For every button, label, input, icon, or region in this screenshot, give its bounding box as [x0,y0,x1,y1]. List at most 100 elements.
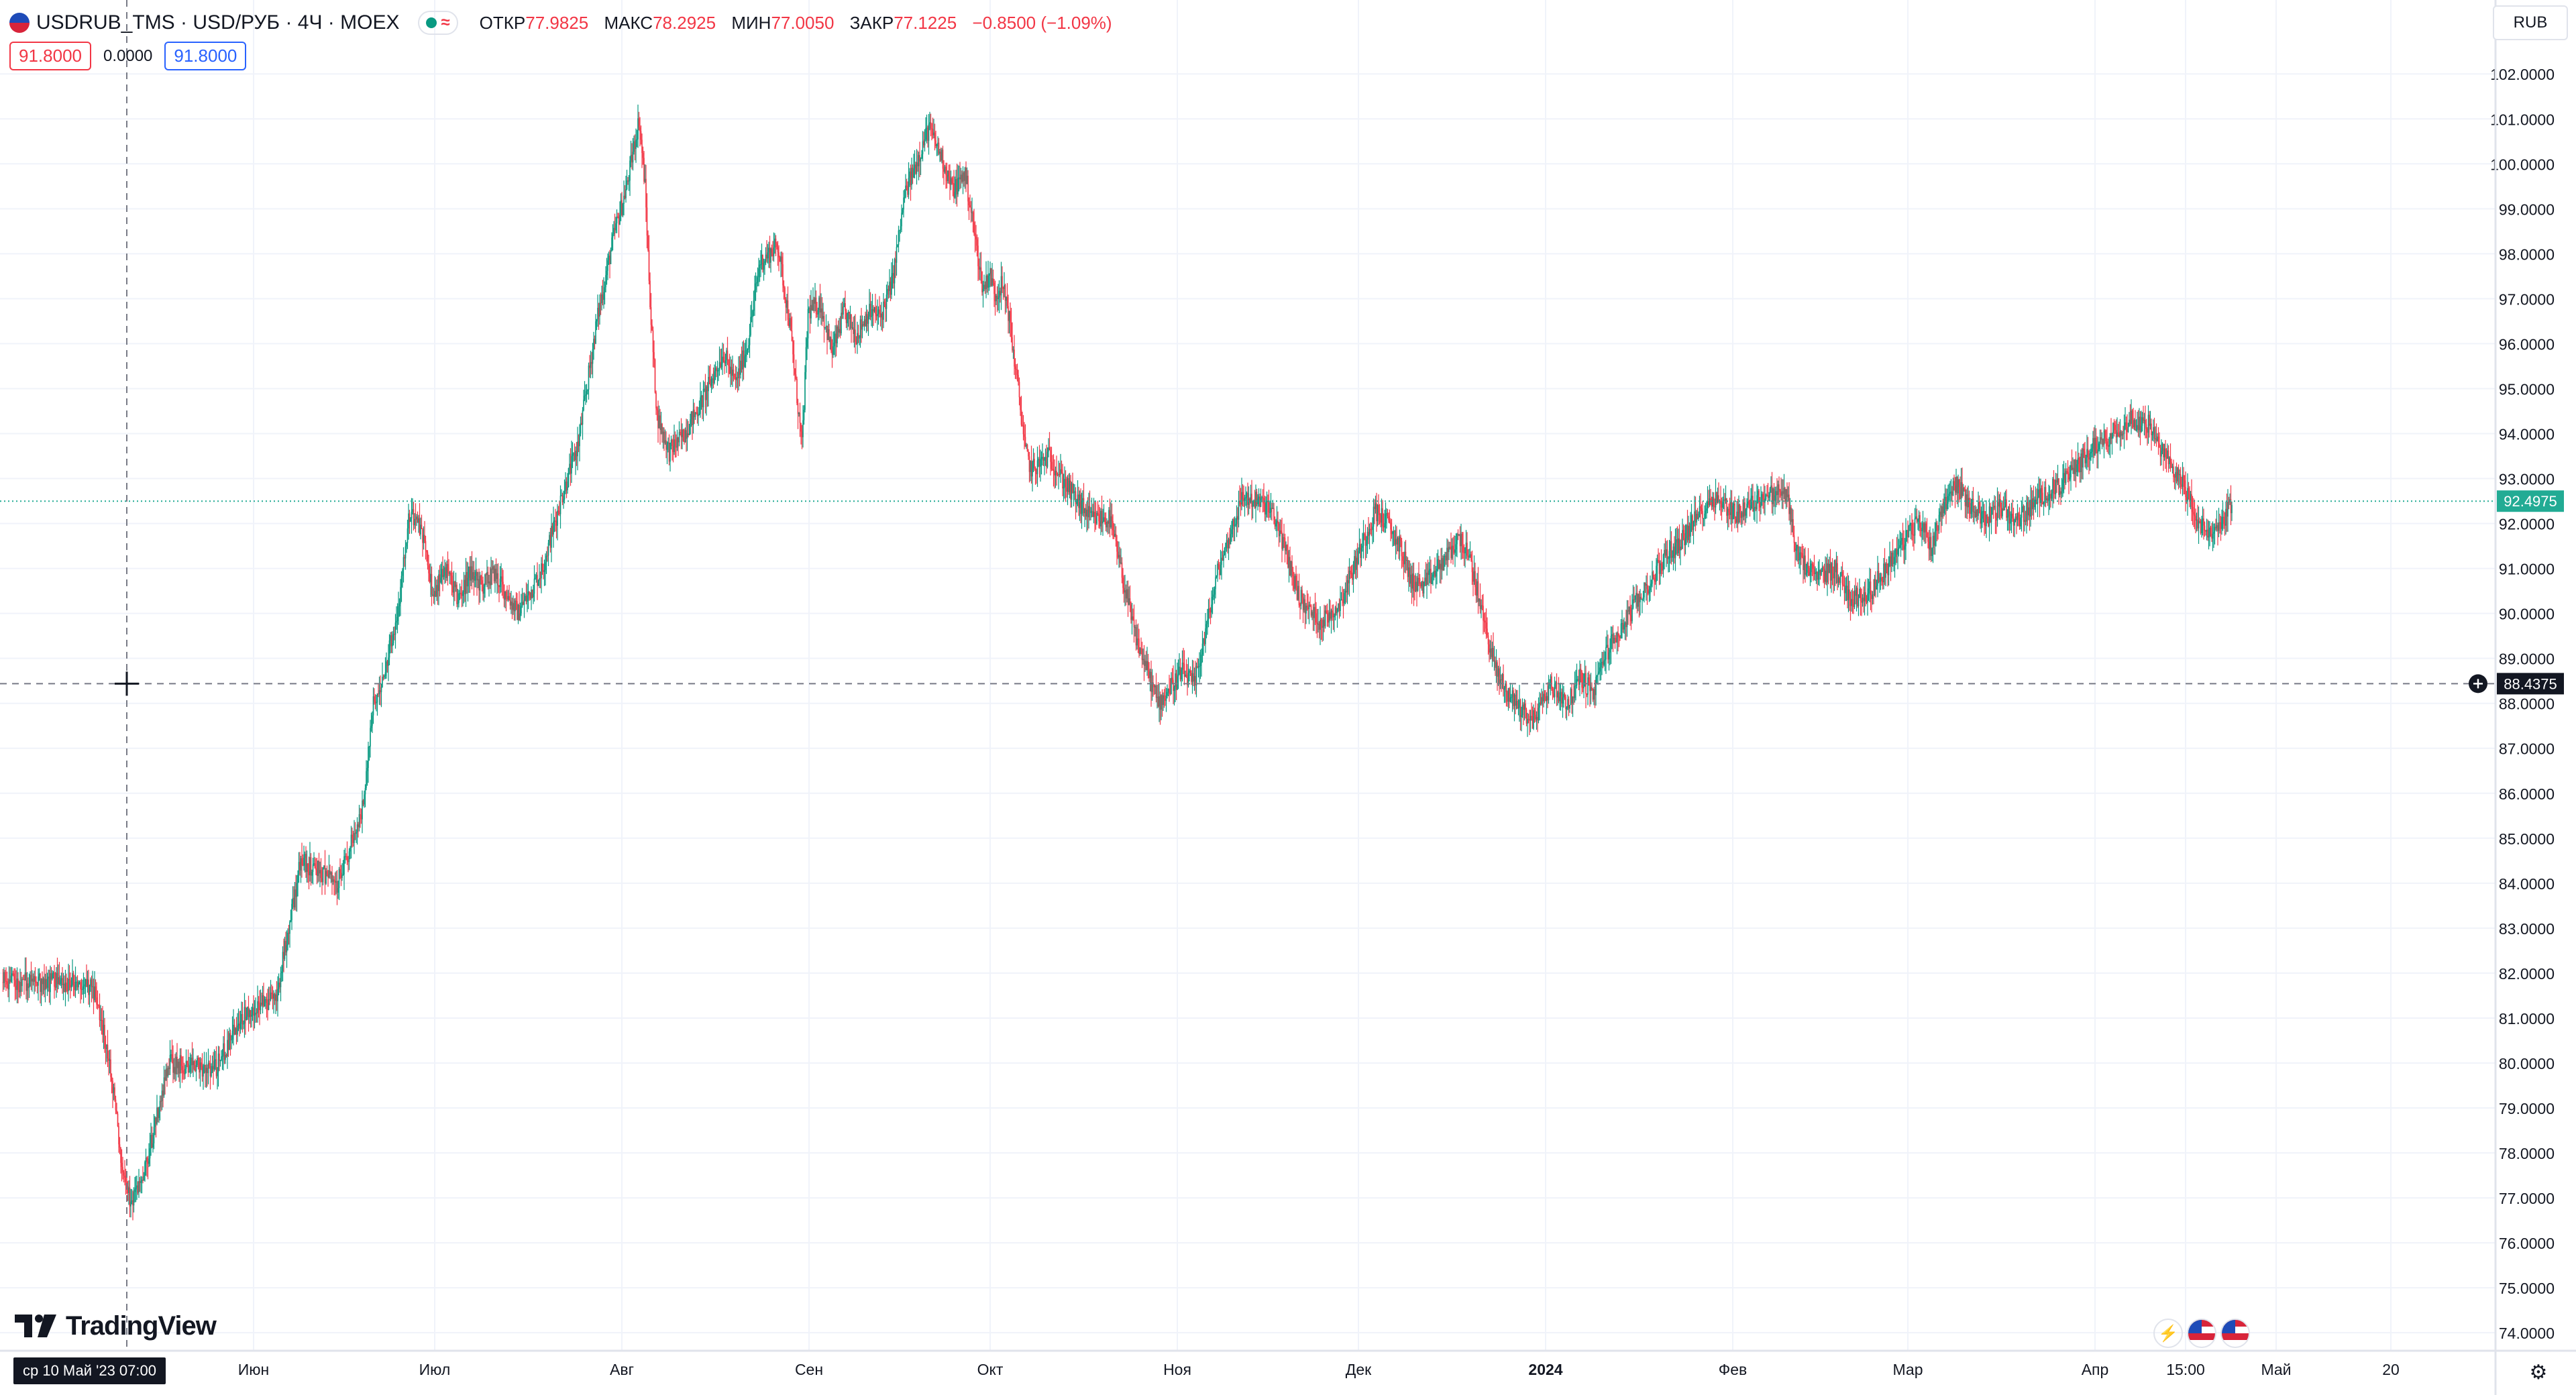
candle-body [1316,613,1317,623]
candle-body [239,1023,240,1029]
candle-body [1460,533,1462,547]
candle-body [1600,663,1602,668]
candle-body [189,1065,191,1072]
candle-body [441,569,443,578]
candle-body [2047,498,2049,501]
candle-body [113,1087,115,1093]
sell-button[interactable]: 91.8000 [9,42,91,70]
candle-body [106,1044,107,1050]
candle-body [95,986,97,998]
candle-body [283,952,284,959]
candle-body [1141,649,1143,661]
candle-body [859,319,861,338]
candle-body [2111,433,2113,439]
candle-body [1941,506,1943,517]
candle-body [272,993,274,999]
candle-body [253,1007,254,1016]
candle-body [1775,491,1777,496]
candle-body [410,518,411,522]
candle-body [867,316,869,324]
candle-body [1328,612,1330,623]
settings-gear-icon[interactable]: ⚙ [2529,1361,2548,1384]
candle-body [1865,592,1866,602]
candle-body [2214,526,2216,533]
candle-body [146,1158,148,1162]
candle-body [1556,682,1558,698]
us-flag-icon[interactable] [2187,1319,2216,1348]
candle-body [2012,516,2015,526]
candle-body [743,350,745,367]
candle-body [861,324,863,330]
candle-body [250,1009,252,1017]
candle-body [1143,659,1145,666]
candle-body [1662,565,1663,571]
candle-body [1940,511,1942,517]
market-status-pill[interactable]: ≈ [418,11,458,35]
candle-body [1208,608,1210,620]
candle-body [1405,551,1407,561]
candle-body [2017,513,2019,520]
chart-grid [0,0,2496,1351]
y-tick-label: 100.0000 [2490,156,2555,173]
candle-body [2190,494,2192,502]
candle-body [1282,537,1284,549]
candle-body [1690,523,1691,537]
candle-body [1220,565,1222,575]
candle-body [2043,502,2045,505]
candle-body [2149,423,2151,426]
candle-body [1316,622,1318,624]
candle-body [1523,704,1524,710]
candle-body [368,746,369,768]
candle-body [296,883,298,897]
candle-body [1783,488,1785,494]
currency-button[interactable]: RUB [2493,5,2568,40]
candle-body [1942,506,1944,514]
candle-body [350,847,351,852]
candle-body [1456,533,1458,545]
ohlc-high-value: 78.2925 [653,12,716,33]
candle-body [720,361,721,368]
candle-body [811,304,813,311]
candle-body [2000,499,2001,508]
candle-body [48,976,50,993]
buy-button[interactable]: 91.8000 [164,42,247,70]
candle-body [1167,688,1169,692]
candle-body [1030,461,1032,477]
candle-body [678,437,679,443]
candle-body [1893,563,1894,564]
flash-icon[interactable]: ⚡ [2153,1319,2183,1348]
candle-body [911,168,912,185]
candle-body [1461,533,1463,547]
symbol-legend[interactable]: USDRUB_TMS · USD/РУБ · 4Ч · MOEX ≈ ОТКР7… [9,7,1123,39]
candle-body [1438,559,1440,569]
candle-body [716,368,717,371]
candle-body [483,587,485,594]
candle-body [1032,462,1033,477]
candle-body [360,815,362,820]
y-tick-label: 102.0000 [2490,66,2555,83]
candle-body [1564,693,1566,697]
candle-body [941,150,943,161]
candle-body [1535,714,1536,720]
tradingview-logo[interactable]: TradingView [15,1308,217,1344]
symbol-title[interactable]: USDRUB_TMS · USD/РУБ · 4Ч · MOEX [36,11,400,34]
us-flag-icon-2[interactable] [2220,1319,2250,1348]
candle-body [879,309,880,313]
candle-body [1179,667,1180,675]
candle-body [543,570,545,572]
candle-body [963,172,965,181]
candle-body [1125,590,1127,599]
candle-body [284,940,286,959]
candle-body [1552,689,1554,694]
candle-body [1050,450,1051,462]
candle-body [285,940,286,952]
candle-body [101,1019,103,1021]
candle-body [326,871,328,875]
candle-body [1080,494,1081,514]
candle-body [895,259,896,263]
candle-body [1118,555,1120,558]
candle-body [525,596,527,602]
candle-body [248,1007,250,1017]
candle-body [414,518,415,526]
